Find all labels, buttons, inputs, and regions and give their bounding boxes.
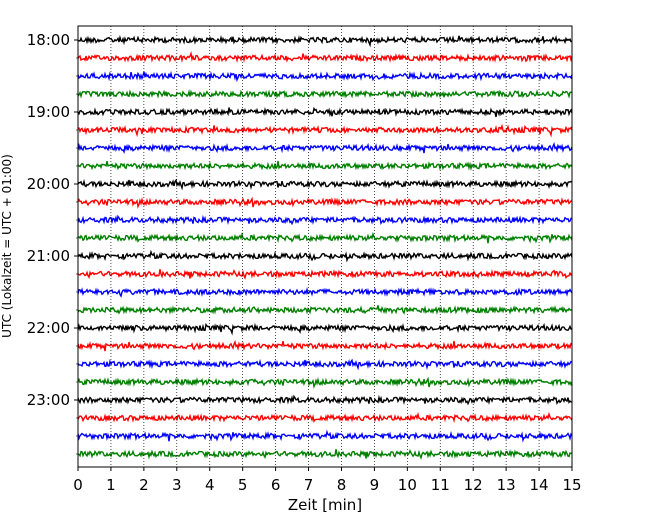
- trace-row-10: [77, 214, 573, 226]
- x-tick-label-1: 1: [106, 476, 116, 494]
- trace-row-4: [77, 106, 573, 118]
- x-tick-label-15: 15: [562, 476, 581, 494]
- trace-row-7: [77, 160, 573, 172]
- trace-row-12: [77, 249, 573, 263]
- trace-row-16: [77, 322, 573, 336]
- x-tick-label-13: 13: [497, 476, 516, 494]
- x-tick-label-7: 7: [304, 476, 314, 494]
- trace-row-14: [77, 286, 573, 298]
- x-tick-label-4: 4: [205, 476, 215, 494]
- trace-row-20: [77, 394, 573, 406]
- trace-row-5: [77, 123, 573, 138]
- y-tick-label-23:00: 23:00: [27, 391, 70, 409]
- trace-row-9: [77, 196, 573, 209]
- x-tick-label-5: 5: [238, 476, 248, 494]
- trace-row-19: [77, 376, 573, 389]
- trace-row-18: [77, 358, 573, 371]
- trace-row-0: [77, 34, 573, 48]
- x-tick-label-2: 2: [139, 476, 149, 494]
- trace-row-21: [77, 411, 573, 423]
- y-axis-label: UTC (Lokalzeit = UTC + 01:00): [0, 154, 14, 338]
- x-tick-label-12: 12: [464, 476, 483, 494]
- x-tick-label-3: 3: [172, 476, 182, 494]
- x-tick-label-11: 11: [431, 476, 450, 494]
- trace-row-15: [77, 305, 573, 315]
- x-tick-label-14: 14: [530, 476, 549, 494]
- x-axis-label: Zeit [min]: [288, 496, 362, 514]
- y-axis: 18:00 19:00 20:00 21:00 22:00 23:00: [27, 31, 78, 455]
- x-tick-label-0: 0: [73, 476, 83, 494]
- traces-group: [77, 34, 573, 460]
- trace-row-8: [77, 178, 573, 191]
- x-tick-label-10: 10: [398, 476, 417, 494]
- trace-row-2: [77, 70, 573, 83]
- x-tick-label-6: 6: [271, 476, 281, 494]
- trace-row-13: [77, 268, 573, 280]
- trace-row-1: [77, 50, 573, 63]
- plot-frame: [77, 25, 573, 468]
- y-tick-label-19:00: 19:00: [27, 103, 70, 121]
- trace-row-23: [77, 448, 573, 460]
- y-tick-label-20:00: 20:00: [27, 175, 70, 193]
- trace-row-17: [77, 339, 573, 352]
- trace-row-22: [77, 429, 573, 443]
- x-axis: 0 1 2 3 4 5 6 7 8 9 10 11 12 13 14 15: [73, 467, 582, 494]
- x-tick-label-9: 9: [370, 476, 380, 494]
- y-tick-label-18:00: 18:00: [27, 31, 70, 49]
- trace-row-11: [77, 231, 573, 244]
- trace-row-3: [77, 89, 573, 99]
- y-tick-label-22:00: 22:00: [27, 319, 70, 337]
- x-tick-label-8: 8: [337, 476, 347, 494]
- y-tick-label-21:00: 21:00: [27, 247, 70, 265]
- trace-row-6: [77, 141, 573, 155]
